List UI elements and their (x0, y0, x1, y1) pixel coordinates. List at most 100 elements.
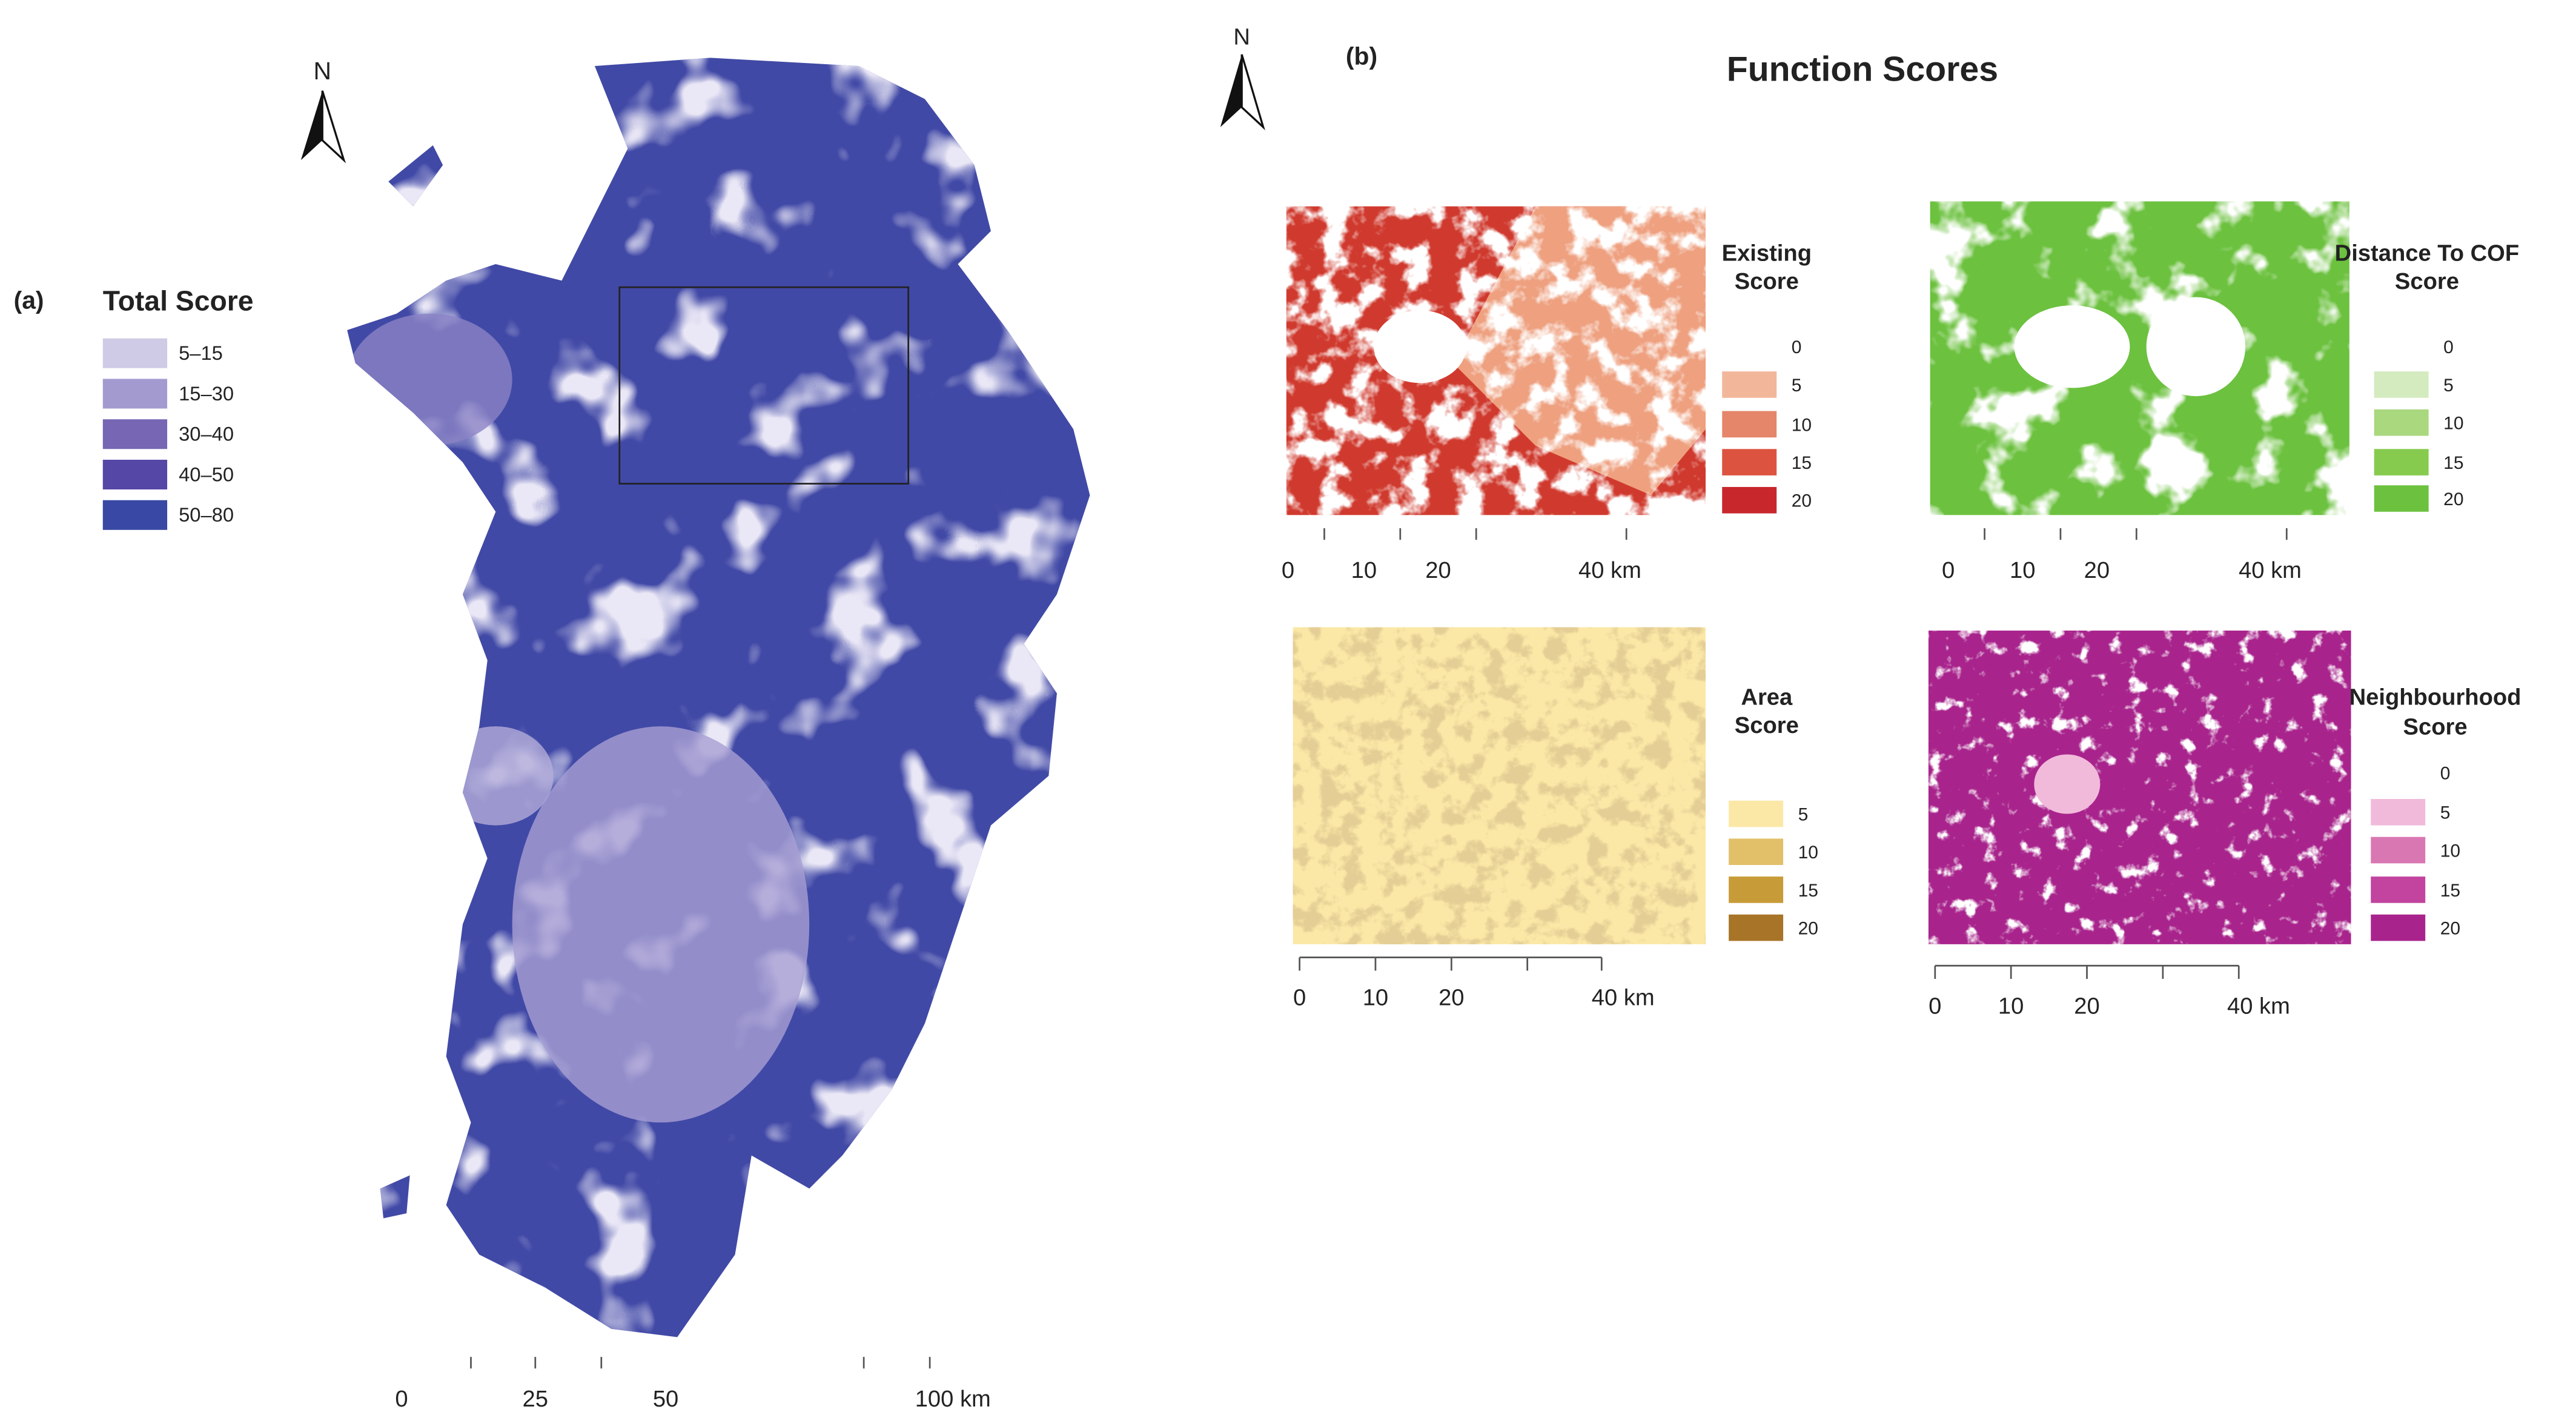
legend-swatch (2374, 449, 2429, 475)
legend-label: 10 (1792, 415, 1812, 435)
legend-title: Distance To COF (2335, 240, 2519, 267)
legend-label: 0 (1792, 337, 1802, 357)
map-texture (1293, 627, 1706, 944)
legend-swatch (2374, 333, 2429, 360)
scale-label: 0 (1282, 557, 1294, 583)
legend-label: 0 (2440, 763, 2451, 783)
scale-label: 25 (523, 1386, 548, 1412)
scale-labels: 0 10 20 40 km 0 10 20 40 km 0 10 20 40 km 0 10 20 40 km (1282, 557, 2302, 1019)
legend-swatch (102, 338, 168, 368)
legend-swatch (102, 419, 168, 449)
legends: 0 5 10 15 20 0 5 10 15 20 5 10 15 20 0 5 10 15 20 (1722, 333, 2464, 941)
legend-label: 15–30 (179, 382, 234, 405)
legend-label: 15 (1792, 453, 1812, 473)
scale-label: 20 (2074, 993, 2099, 1019)
legend-swatch (1722, 371, 1777, 398)
legend-title: Existing (1722, 240, 1812, 267)
inset-frame (618, 286, 910, 485)
legend-label: 10 (1798, 843, 1818, 863)
legend-label: 5 (2443, 376, 2454, 396)
scale-label: 50 (653, 1386, 678, 1412)
scale-label: 40 km (1578, 557, 1641, 583)
legend-swatch (102, 500, 168, 530)
legend-swatch (1729, 838, 1784, 866)
legend-swatch (102, 379, 168, 409)
legend-label: 15 (1798, 881, 1818, 901)
legend-label: 30–40 (179, 423, 234, 445)
scale-label: 100 km (915, 1386, 991, 1412)
scale-bar (1299, 528, 2288, 979)
legend-label: 20 (2440, 918, 2460, 938)
legend-label: 20 (1798, 918, 1818, 938)
north-label: N (1233, 24, 1250, 50)
legend-title: Score (1735, 268, 1799, 294)
legend-label: 40–50 (179, 463, 234, 485)
scale-label: 20 (2084, 557, 2110, 583)
scale-bar (470, 1357, 931, 1369)
scale-label: 40 km (1592, 985, 1655, 1011)
scale-label: 0 (1293, 985, 1306, 1011)
scale-label: 40 km (2227, 993, 2290, 1019)
legend-label: 5 (1798, 804, 1809, 824)
legend-swatch (1729, 800, 1784, 827)
legend-swatch (2374, 485, 2429, 512)
scale-label: 0 (1942, 557, 1955, 583)
legend-swatch (2371, 759, 2426, 786)
legend-swatch (2371, 876, 2426, 903)
legend-swatch (1722, 411, 1777, 438)
map-region (2146, 297, 2246, 397)
legend-swatch (2374, 409, 2429, 436)
panel-label: (a) (14, 287, 44, 314)
north-arrow (1220, 54, 1242, 127)
scale-label: 20 (1439, 985, 1464, 1011)
legend-label: 10 (2440, 841, 2460, 861)
island-map (347, 58, 1090, 1337)
map-region (2014, 305, 2130, 388)
legend-label: 5 (2440, 803, 2451, 823)
map-region (347, 313, 512, 446)
north-label: N (313, 57, 331, 85)
legend-label: 20 (1792, 491, 1812, 511)
legend-swatch (2374, 371, 2429, 398)
legend-title: Score (2403, 714, 2468, 740)
legend-swatch (2371, 914, 2426, 941)
map-texture (347, 58, 1090, 1337)
legend-swatch (1722, 486, 1777, 514)
legend-swatch (1729, 876, 1784, 903)
legend-swatch (2371, 799, 2426, 826)
legend-label: 50–80 (179, 503, 234, 526)
legend-label: 5 (1792, 376, 1802, 396)
legend-title: Total Score (103, 285, 254, 316)
scale-label: 0 (395, 1386, 408, 1412)
legend: 5–15 15–30 30–40 40–50 50–80 (102, 338, 234, 530)
legend-title: Neighbourhood (2349, 684, 2521, 711)
legend-title: Score (2395, 268, 2459, 294)
map-texture (1286, 206, 1706, 515)
scale-label: 10 (2010, 557, 2035, 583)
legend-title: Score (1735, 712, 1799, 738)
legend-swatch (1729, 914, 1784, 941)
north-arrow (300, 90, 323, 161)
map-texture (1928, 631, 2351, 944)
scale-label: 0 (1929, 993, 1941, 1019)
map-texture (1930, 201, 2349, 515)
legend-label: 20 (2443, 489, 2463, 509)
map-region (1374, 310, 1466, 383)
legend-label: 0 (2443, 337, 2454, 357)
map-region (512, 726, 810, 1123)
scale-label: 10 (1363, 985, 1388, 1011)
legend-label: 5–15 (179, 342, 223, 364)
map-region (437, 726, 554, 826)
scale-label: 10 (1998, 993, 2024, 1019)
north-arrow (321, 90, 346, 164)
legend-swatch (2371, 837, 2426, 864)
legend-label: 15 (2443, 453, 2463, 473)
north-arrow (1240, 54, 1265, 131)
legend-swatch (102, 459, 168, 490)
legend-label: 10 (2443, 414, 2463, 434)
legend-label: 15 (2440, 881, 2460, 901)
map-region (2034, 754, 2101, 814)
legend-swatch (1722, 449, 1777, 475)
